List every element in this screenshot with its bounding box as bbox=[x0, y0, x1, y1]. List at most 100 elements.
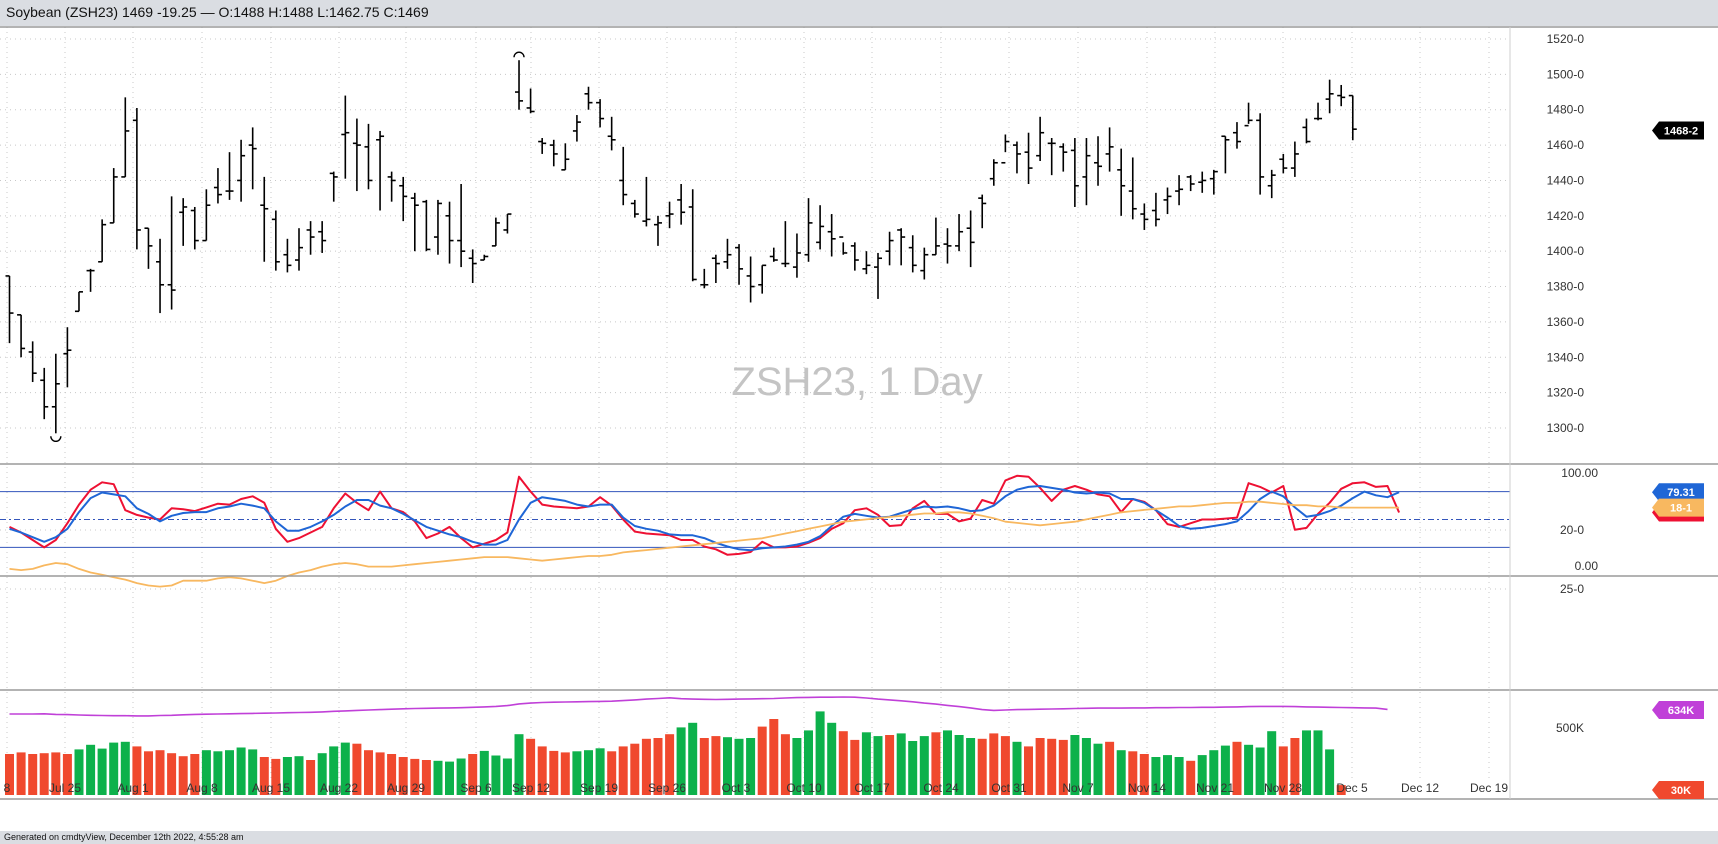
volume-bar bbox=[1093, 743, 1103, 795]
volume-bar bbox=[479, 750, 489, 795]
price-bar bbox=[1163, 187, 1172, 215]
x-tick-label: Oct 31 bbox=[991, 781, 1027, 795]
volume-bar bbox=[1186, 760, 1196, 795]
price-bar bbox=[213, 168, 222, 204]
price-bar bbox=[503, 213, 512, 234]
volume-bar bbox=[1035, 738, 1045, 795]
volume-bar bbox=[259, 757, 269, 795]
volume-bar bbox=[213, 751, 223, 795]
price-bar bbox=[862, 251, 871, 275]
stoch-d-tag-label: 79.31 bbox=[1667, 487, 1695, 499]
stochastic-pane[interactable] bbox=[0, 474, 1510, 556]
price-bar bbox=[1001, 134, 1010, 164]
volume-bar bbox=[364, 750, 373, 795]
volume-bar bbox=[190, 754, 200, 795]
price-bar bbox=[1128, 157, 1137, 220]
volume-bar bbox=[1267, 731, 1277, 795]
price-tick-label: 1500-0 bbox=[1547, 67, 1585, 81]
volume-bar bbox=[39, 753, 49, 795]
price-bar bbox=[144, 227, 153, 269]
volume-bar bbox=[1000, 736, 1010, 795]
price-pane[interactable] bbox=[5, 51, 1357, 442]
volume-bar bbox=[155, 750, 165, 795]
volume-bar bbox=[1070, 735, 1080, 795]
price-bar bbox=[792, 233, 801, 278]
volume-bar bbox=[641, 738, 651, 795]
volume-bar bbox=[468, 754, 478, 795]
volume-tag: 30K bbox=[1652, 781, 1704, 799]
price-bar bbox=[306, 221, 315, 255]
x-tick-label: Oct 3 bbox=[722, 781, 751, 795]
price-bar bbox=[1012, 141, 1021, 174]
volume-bar bbox=[491, 755, 501, 795]
price-bar bbox=[885, 231, 894, 266]
price-bar bbox=[642, 176, 651, 227]
volume-bar bbox=[28, 754, 38, 795]
footer-text: Generated on cmdtyView, December 12th 20… bbox=[4, 832, 244, 842]
x-tick-label: 8 bbox=[4, 781, 11, 795]
volume-bar bbox=[827, 722, 837, 795]
volume-bar bbox=[1232, 741, 1242, 795]
volume-bar bbox=[723, 737, 732, 795]
price-bar bbox=[758, 264, 767, 294]
price-bar bbox=[1337, 84, 1346, 107]
last-price-tag-label: 1468-2 bbox=[1664, 126, 1698, 138]
price-bar bbox=[619, 146, 628, 206]
price-bar bbox=[179, 198, 188, 246]
volume-bar bbox=[1209, 750, 1219, 795]
price-tick-label: 1460-0 bbox=[1547, 138, 1585, 152]
volume-bar bbox=[306, 760, 316, 795]
price-bar bbox=[1209, 169, 1218, 195]
price-bar bbox=[387, 171, 396, 202]
price-bar bbox=[63, 327, 72, 388]
price-bar bbox=[86, 268, 95, 292]
adx-tick-label: 20-0 bbox=[1560, 523, 1584, 537]
price-bar bbox=[1302, 118, 1311, 144]
volume-bar bbox=[1278, 746, 1288, 795]
price-bar bbox=[630, 199, 639, 218]
adx-line bbox=[9, 500, 1400, 588]
price-tick-label: 1300-0 bbox=[1547, 421, 1585, 435]
stoch-tick-label: 100.00 bbox=[1561, 466, 1598, 480]
adx-pane[interactable] bbox=[9, 500, 1400, 588]
volume-bar bbox=[1163, 755, 1172, 795]
price-bar bbox=[1232, 122, 1241, 149]
volume-bar bbox=[445, 761, 454, 795]
price-bar bbox=[1082, 138, 1091, 206]
price-bar bbox=[515, 60, 524, 110]
price-bar bbox=[1267, 169, 1276, 199]
volume-pane[interactable] bbox=[5, 696, 1388, 795]
volume-bar bbox=[340, 742, 350, 795]
volume-bar bbox=[1105, 741, 1115, 795]
volume-bar bbox=[931, 732, 941, 795]
price-bar bbox=[1314, 102, 1323, 121]
low-marker bbox=[50, 436, 62, 442]
volume-bar bbox=[5, 754, 14, 795]
price-bar bbox=[561, 143, 570, 171]
price-bar bbox=[1198, 171, 1207, 193]
price-bar bbox=[723, 238, 732, 269]
price-bar bbox=[572, 115, 581, 142]
volume-bar bbox=[167, 753, 177, 795]
price-bar bbox=[1070, 138, 1079, 207]
volume-bar bbox=[943, 730, 952, 795]
volume-bar bbox=[908, 741, 918, 795]
price-tick-label: 1420-0 bbox=[1547, 209, 1585, 223]
stoch-d-line bbox=[9, 485, 1400, 552]
price-bar bbox=[480, 254, 489, 261]
price-bar bbox=[1140, 203, 1149, 230]
x-tick-label: Dec 12 bbox=[1401, 781, 1439, 795]
price-bar bbox=[341, 95, 350, 179]
volume-bar bbox=[132, 746, 142, 795]
volume-bar bbox=[317, 753, 327, 795]
price-bar bbox=[202, 189, 211, 242]
price-bar bbox=[1094, 136, 1103, 186]
price-bar bbox=[410, 192, 419, 252]
open-interest-tag: 634K bbox=[1652, 701, 1704, 719]
price-bar bbox=[653, 215, 662, 246]
price-bar bbox=[5, 275, 14, 344]
stoch-tick-label: 0.00 bbox=[1575, 559, 1599, 573]
price-bar bbox=[897, 228, 906, 266]
volume-bar bbox=[607, 751, 617, 795]
